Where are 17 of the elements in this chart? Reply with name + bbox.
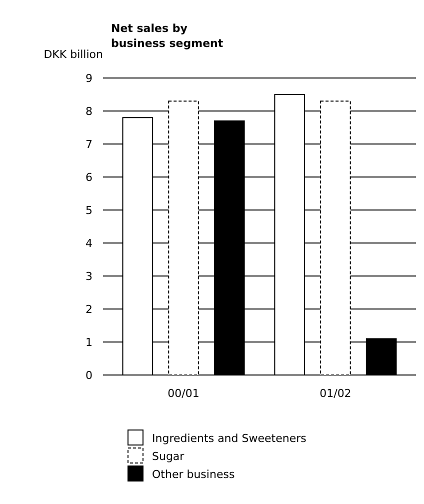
y-tick-label: 7: [86, 138, 92, 151]
y-tick-label: 3: [86, 270, 92, 283]
x-tick-label: 01/02: [320, 387, 352, 400]
y-tick-label: 9: [86, 72, 92, 85]
y-tick-label: 5: [86, 204, 92, 217]
x-tick-label: 00/01: [168, 387, 200, 400]
legend-label: Sugar: [152, 450, 185, 463]
y-tick-label: 4: [86, 236, 92, 250]
y-tick-label: 8: [86, 104, 92, 118]
y-tick-label: 1: [86, 336, 92, 349]
y-axis-title: DKK billion: [44, 48, 104, 61]
y-tick-label: 6: [86, 170, 92, 184]
legend-label: Ingredients and Sweeteners: [152, 432, 307, 445]
y-tick-label: 2: [86, 302, 92, 316]
chart-title: Net sales by business segment: [111, 22, 224, 50]
legend-label: Other business: [152, 468, 235, 481]
y-tick-label: 0: [86, 368, 92, 382]
